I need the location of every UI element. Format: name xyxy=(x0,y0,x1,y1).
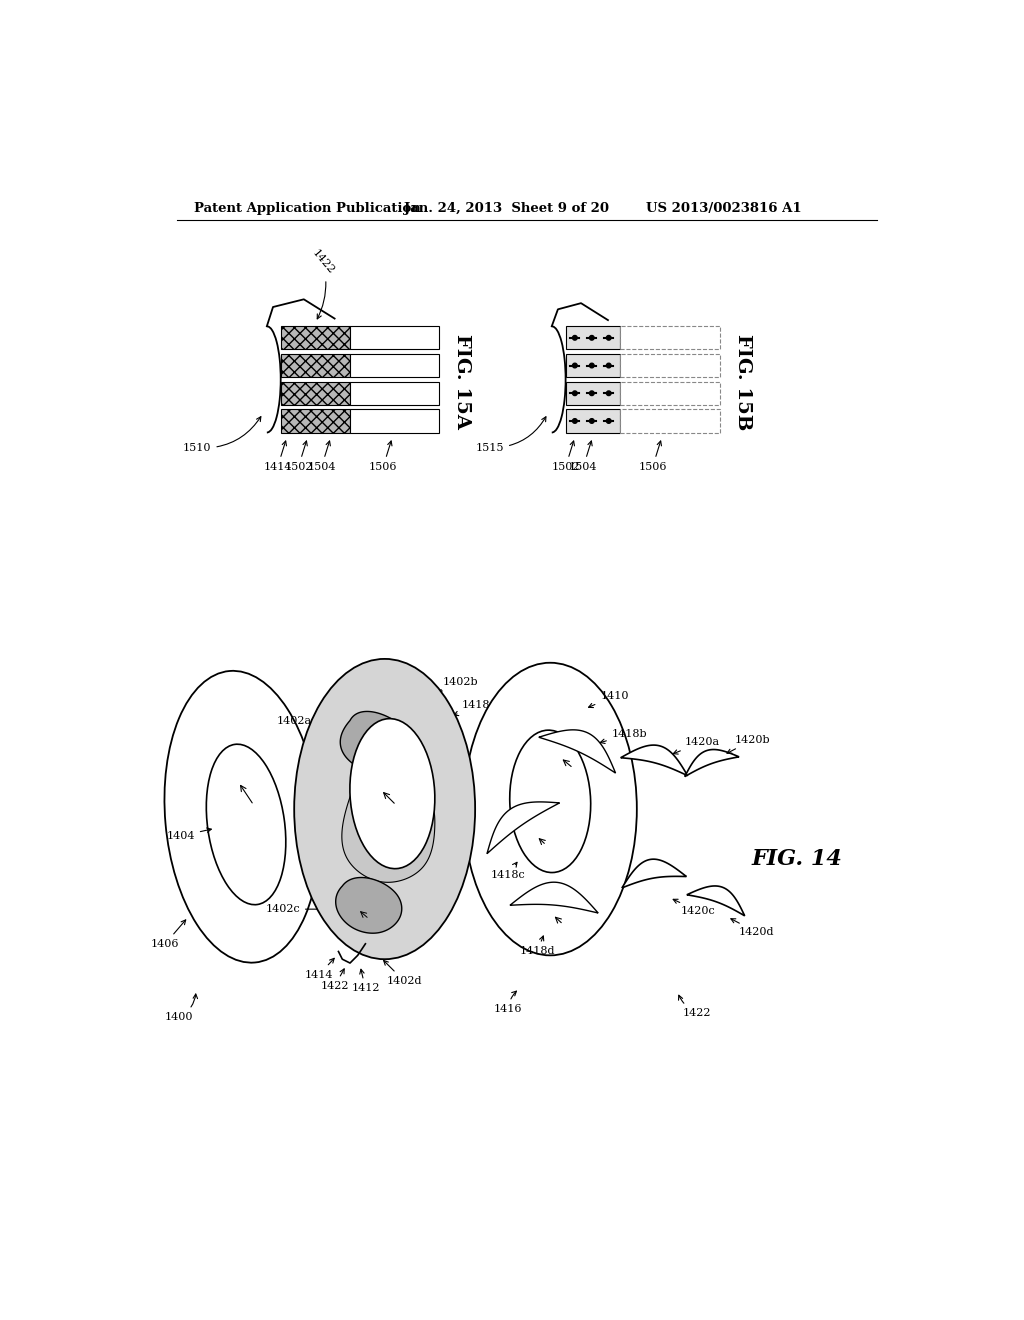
Circle shape xyxy=(572,335,578,341)
Text: 1515: 1515 xyxy=(475,417,546,453)
Polygon shape xyxy=(687,886,744,916)
Bar xyxy=(620,409,720,433)
Text: 1510: 1510 xyxy=(183,417,261,453)
Text: 1506: 1506 xyxy=(638,441,667,471)
Text: 1406: 1406 xyxy=(151,920,185,949)
Text: 1414: 1414 xyxy=(305,958,334,979)
Circle shape xyxy=(606,418,611,424)
Bar xyxy=(281,381,350,405)
Circle shape xyxy=(572,418,578,424)
Bar xyxy=(565,409,620,433)
Text: 1402a: 1402a xyxy=(276,715,342,735)
Text: 1420b: 1420b xyxy=(727,735,771,754)
Bar xyxy=(281,409,350,433)
Text: 1408: 1408 xyxy=(403,689,444,708)
Text: 1418c: 1418c xyxy=(490,862,525,879)
Text: 1418b: 1418b xyxy=(600,730,647,743)
Polygon shape xyxy=(336,878,401,933)
Bar xyxy=(350,354,438,378)
Ellipse shape xyxy=(350,718,435,869)
Text: 1504: 1504 xyxy=(307,441,336,471)
Text: 1402c: 1402c xyxy=(265,904,327,915)
Text: FIG. 15A: FIG. 15A xyxy=(453,334,471,429)
Bar xyxy=(565,326,620,350)
Bar xyxy=(281,354,350,378)
Text: FIG. 15B: FIG. 15B xyxy=(734,334,752,430)
Circle shape xyxy=(590,391,594,396)
Bar xyxy=(350,381,438,405)
Polygon shape xyxy=(622,859,686,888)
Text: 1416: 1416 xyxy=(494,991,522,1014)
Bar xyxy=(281,326,350,350)
Ellipse shape xyxy=(206,744,286,904)
Polygon shape xyxy=(342,774,435,882)
Circle shape xyxy=(606,391,611,396)
Text: 1502: 1502 xyxy=(551,441,580,471)
Text: 1412: 1412 xyxy=(351,969,380,994)
Ellipse shape xyxy=(165,671,319,962)
Text: 1506: 1506 xyxy=(369,441,397,471)
Text: 1502: 1502 xyxy=(285,441,312,471)
Text: 1414: 1414 xyxy=(263,441,292,471)
Text: 1402b: 1402b xyxy=(434,677,478,693)
Bar xyxy=(620,354,720,378)
Bar xyxy=(350,409,438,433)
Text: Patent Application Publication: Patent Application Publication xyxy=(194,202,421,215)
Ellipse shape xyxy=(510,730,591,873)
Ellipse shape xyxy=(464,663,637,956)
Bar xyxy=(565,354,620,378)
Polygon shape xyxy=(510,882,598,913)
Circle shape xyxy=(572,363,578,368)
Text: 1504: 1504 xyxy=(569,441,598,471)
Text: 1420a: 1420a xyxy=(674,737,720,754)
Circle shape xyxy=(590,418,594,424)
Polygon shape xyxy=(685,750,739,776)
Polygon shape xyxy=(621,744,688,776)
Polygon shape xyxy=(340,711,417,775)
Text: US 2013/0023816 A1: US 2013/0023816 A1 xyxy=(646,202,802,215)
Text: 1400: 1400 xyxy=(165,994,198,1022)
Text: 1422: 1422 xyxy=(310,248,336,319)
Bar xyxy=(565,381,620,405)
Text: 1422: 1422 xyxy=(321,969,349,991)
Text: 1420d: 1420d xyxy=(731,919,774,937)
Text: 1410: 1410 xyxy=(589,690,629,708)
Text: 1420c: 1420c xyxy=(673,899,716,916)
Text: FIG. 14: FIG. 14 xyxy=(752,849,842,870)
Circle shape xyxy=(572,391,578,396)
Text: Jan. 24, 2013  Sheet 9 of 20: Jan. 24, 2013 Sheet 9 of 20 xyxy=(403,202,609,215)
Ellipse shape xyxy=(294,659,475,960)
Polygon shape xyxy=(539,730,615,774)
Text: 1402d: 1402d xyxy=(384,961,422,986)
Circle shape xyxy=(590,363,594,368)
Bar xyxy=(620,381,720,405)
Circle shape xyxy=(606,363,611,368)
Bar xyxy=(350,326,438,350)
Text: 1404: 1404 xyxy=(166,828,211,841)
Circle shape xyxy=(606,335,611,341)
Text: 1418d: 1418d xyxy=(519,936,555,957)
Text: 1422: 1422 xyxy=(679,995,711,1018)
Bar xyxy=(620,326,720,350)
Polygon shape xyxy=(487,803,559,854)
Text: 1418a: 1418a xyxy=(454,700,497,715)
Circle shape xyxy=(590,335,594,341)
